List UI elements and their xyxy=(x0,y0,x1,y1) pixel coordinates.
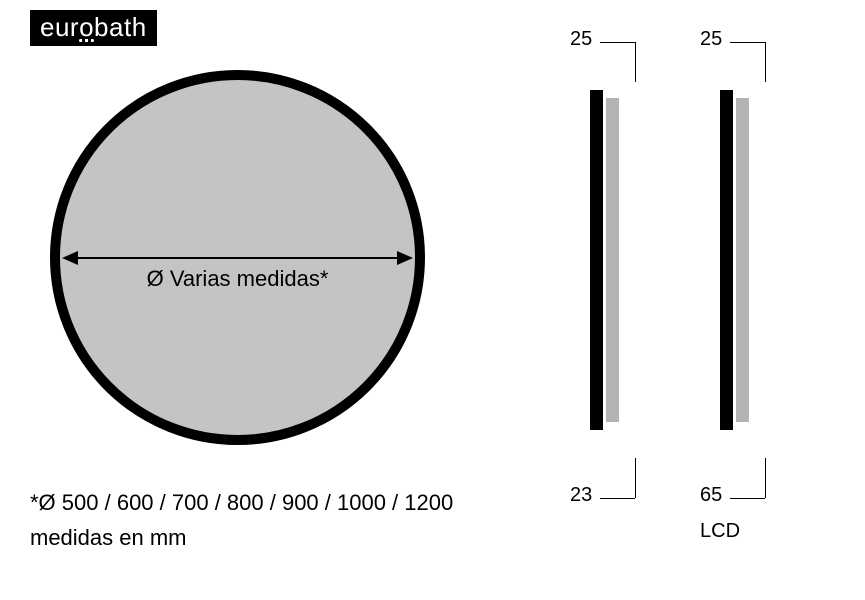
side2-bottom-leader-v xyxy=(765,458,766,498)
side2-top-dim: 25 xyxy=(700,28,722,51)
side2-top-leader-h xyxy=(730,42,765,43)
logo-mid: o xyxy=(79,14,94,40)
logo-suffix: bath xyxy=(94,12,147,42)
side1-bottom-leader-v xyxy=(635,458,636,498)
front-view: Ø Varias medidas* xyxy=(50,70,425,445)
side2-frame xyxy=(720,90,733,430)
logo-prefix: eur xyxy=(40,12,79,42)
side1-body xyxy=(606,98,619,422)
brand-logo: eurobath xyxy=(30,10,157,46)
side1-top-leader-v xyxy=(635,42,636,82)
side1-top-dim: 25 xyxy=(570,28,592,51)
diameter-arrow-right xyxy=(397,251,413,265)
side1-bottom-leader-h xyxy=(600,498,635,499)
footnote-units: medidas en mm xyxy=(30,525,187,551)
side1-frame xyxy=(590,90,603,430)
lcd-label: LCD xyxy=(700,520,740,543)
side2-bottom-dim: 65 xyxy=(700,484,722,507)
diameter-line xyxy=(70,257,405,259)
side2-bottom-leader-h xyxy=(730,498,765,499)
side2-body xyxy=(736,98,749,422)
footnote-sizes: *Ø 500 / 600 / 700 / 800 / 900 / 1000 / … xyxy=(30,490,453,516)
side1-bottom-dim: 23 xyxy=(570,484,592,507)
side2-top-leader-v xyxy=(765,42,766,82)
side1-top-leader-h xyxy=(600,42,635,43)
diameter-label: Ø Varias medidas* xyxy=(147,266,329,292)
